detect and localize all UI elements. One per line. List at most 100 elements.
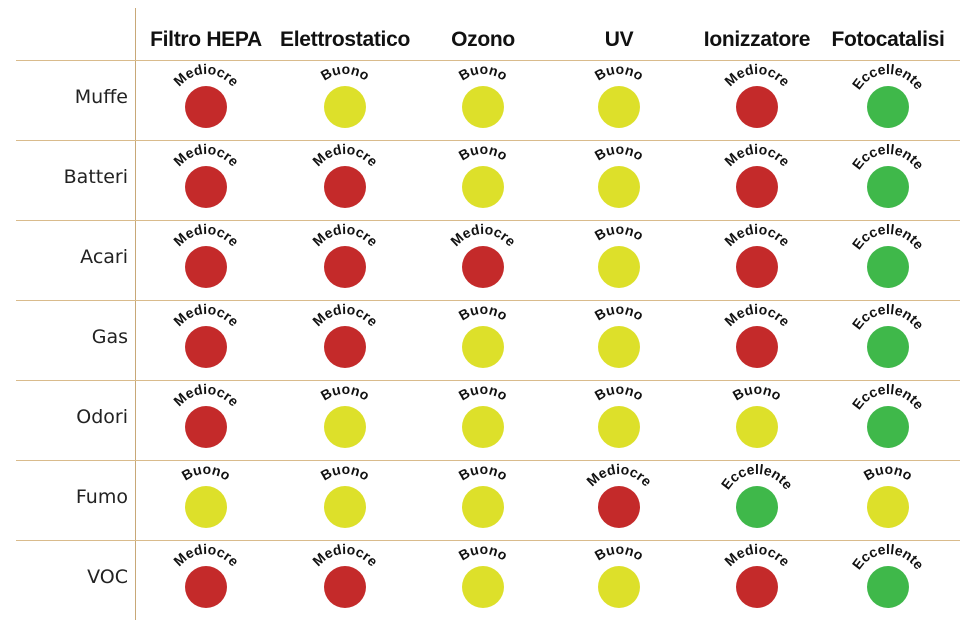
rating-dot: [185, 326, 227, 368]
rating-badge: Eccellente: [849, 301, 927, 368]
rating-cell: Buono: [423, 300, 543, 380]
rating-label: Mediocre: [721, 541, 793, 570]
rating-label: Buono: [318, 61, 373, 84]
rating-dot: [185, 246, 227, 288]
row-divider: [16, 380, 960, 381]
rating-label: Mediocre: [583, 461, 655, 490]
rating-dot: [736, 406, 778, 448]
rating-badge: Buono: [592, 541, 647, 608]
rating-badge: Buono: [592, 61, 647, 128]
rating-label: Mediocre: [447, 221, 519, 250]
rating-badge: Eccellente: [849, 141, 927, 208]
rating-dot: [598, 326, 640, 368]
rating-label: Mediocre: [309, 541, 381, 570]
rating-dot: [736, 166, 778, 208]
rating-cell: Buono: [559, 540, 679, 620]
rating-dot: [867, 326, 909, 368]
rating-label: Mediocre: [721, 141, 793, 170]
rating-cell: Mediocre: [146, 220, 266, 300]
rating-dot: [324, 566, 366, 608]
rating-badge: Mediocre: [309, 301, 381, 368]
rating-cell: Mediocre: [697, 140, 817, 220]
rating-label: Buono: [861, 461, 916, 484]
rating-badge: Buono: [592, 381, 646, 448]
rating-badge: Mediocre: [170, 541, 242, 608]
rating-dot: [736, 246, 778, 288]
rating-badge: Mediocre: [309, 541, 381, 608]
rating-badge: Buono: [456, 61, 511, 128]
rating-badge: Mediocre: [170, 381, 242, 448]
rating-dot: [462, 326, 504, 368]
rating-badge: Mediocre: [170, 301, 242, 368]
rating-cell: Buono: [559, 380, 679, 460]
rating-cell: Buono: [559, 140, 679, 220]
rating-dot: [598, 566, 640, 608]
rating-dot: [185, 566, 227, 608]
row-header: Gas: [91, 326, 128, 348]
rating-dot: [324, 406, 366, 448]
rating-label: Buono: [592, 61, 647, 84]
rating-cell: Mediocre: [285, 220, 405, 300]
rating-label: Buono: [456, 61, 511, 84]
row-divider: [16, 60, 960, 61]
rating-badge: Buono: [179, 461, 233, 528]
rating-label: Mediocre: [170, 381, 242, 410]
column-header: Filtro HEPA: [150, 28, 262, 51]
row-header: Muffe: [74, 86, 128, 108]
rating-dot: [462, 166, 504, 208]
column-header: UV: [604, 28, 634, 51]
rating-cell: Mediocre: [285, 140, 405, 220]
rating-dot: [867, 486, 909, 528]
row-header-divider: [135, 8, 136, 620]
rating-badge: Buono: [730, 381, 785, 448]
rating-dot: [185, 86, 227, 128]
rating-cell: Buono: [697, 380, 817, 460]
rating-cell: Buono: [423, 460, 543, 540]
rating-cell: Eccellente: [828, 300, 948, 380]
rating-cell: Eccellente: [828, 380, 948, 460]
rating-cell: Mediocre: [146, 540, 266, 620]
rating-cell: Mediocre: [697, 300, 817, 380]
rating-label: Buono: [592, 141, 647, 164]
rating-badge: Mediocre: [721, 221, 793, 288]
rating-badge: Mediocre: [447, 221, 519, 288]
row-header: VOC: [87, 566, 128, 588]
rating-label: Mediocre: [721, 301, 793, 330]
rating-badge: Mediocre: [721, 141, 793, 208]
rating-cell: Mediocre: [697, 540, 817, 620]
rating-cell: Mediocre: [146, 380, 266, 460]
rating-dot: [736, 566, 778, 608]
row-header: Fumo: [75, 486, 128, 508]
rating-cell: Buono: [146, 460, 266, 540]
rating-dot: [867, 566, 909, 608]
row-divider: [16, 540, 960, 541]
rating-cell: Eccellente: [828, 220, 948, 300]
rating-cell: Buono: [423, 60, 543, 140]
rating-dot: [324, 166, 366, 208]
rating-dot: [736, 486, 778, 528]
rating-cell: Mediocre: [697, 220, 817, 300]
rating-label: Buono: [318, 461, 373, 484]
rating-badge: Buono: [456, 461, 510, 528]
rating-label: Buono: [592, 541, 647, 564]
rating-dot: [185, 406, 227, 448]
rating-cell: Eccellente: [828, 60, 948, 140]
rating-label: Buono: [318, 381, 373, 404]
rating-cell: Mediocre: [697, 60, 817, 140]
rating-label: Buono: [730, 381, 785, 404]
rating-dot: [598, 406, 640, 448]
rating-badge: Eccellente: [849, 381, 927, 448]
rating-label: Buono: [592, 221, 647, 244]
rating-badge: Buono: [592, 301, 647, 368]
column-header: Elettrostatico: [280, 28, 410, 51]
rating-label: Mediocre: [170, 541, 242, 570]
rating-dot: [867, 246, 909, 288]
rating-badge: Mediocre: [721, 301, 793, 368]
rating-cell: Buono: [828, 460, 948, 540]
rating-label: Buono: [592, 301, 647, 324]
rating-dot: [598, 246, 640, 288]
rating-dot: [736, 326, 778, 368]
rating-label: Buono: [456, 141, 511, 164]
rating-cell: Mediocre: [423, 220, 543, 300]
rating-cell: Buono: [423, 140, 543, 220]
